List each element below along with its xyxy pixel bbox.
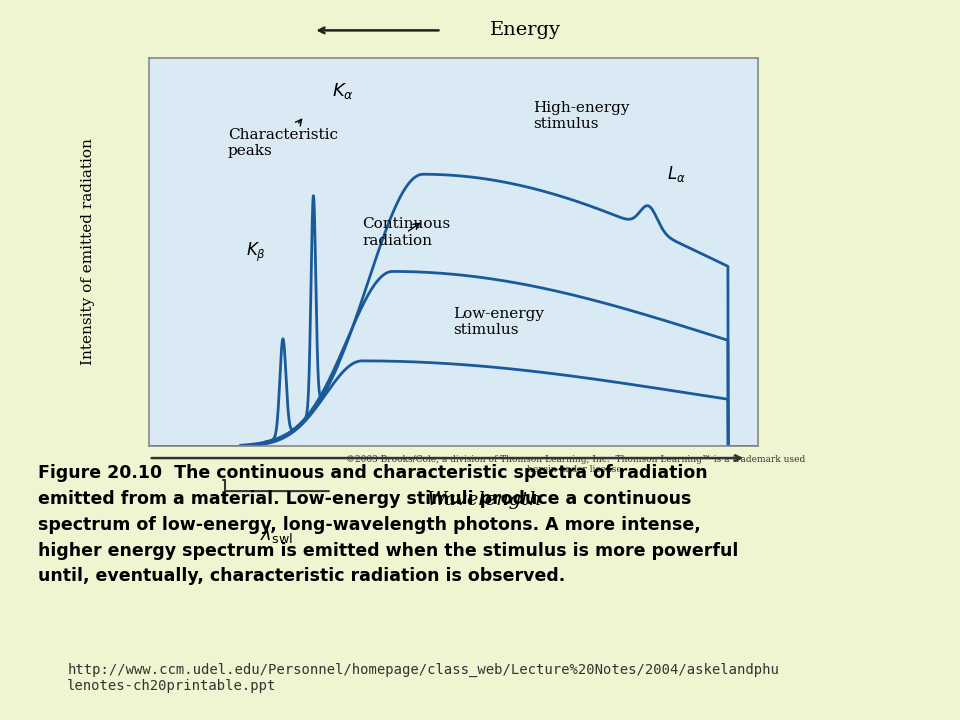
Text: High-energy
stimulus: High-energy stimulus xyxy=(533,101,630,131)
Text: http://www.ccm.udel.edu/Personnel/homepage/class_web/Lecture%20Notes/2004/askela: http://www.ccm.udel.edu/Personnel/homepa… xyxy=(67,662,780,693)
Text: Intensity of emitted radiation: Intensity of emitted radiation xyxy=(81,138,95,366)
Text: Low-energy
stimulus: Low-energy stimulus xyxy=(454,307,544,337)
Text: Figure 20.10  The continuous and characteristic spectra of radiation
emitted fro: Figure 20.10 The continuous and characte… xyxy=(38,464,739,585)
Text: $\lambda_{\rm swl}$: $\lambda_{\rm swl}$ xyxy=(260,524,293,545)
Text: Continuous
radiation: Continuous radiation xyxy=(362,217,450,248)
Text: Wavelength: Wavelength xyxy=(426,491,541,509)
Text: Characteristic
peaks: Characteristic peaks xyxy=(228,120,338,158)
Text: Energy: Energy xyxy=(491,22,562,40)
Text: ©2003 Brooks/Cole, a division of Thomson Learning, Inc.  Thomson Learning™ is a : ©2003 Brooks/Cole, a division of Thomson… xyxy=(347,455,805,474)
Text: $K_\beta$: $K_\beta$ xyxy=(247,240,266,264)
Text: $L_\alpha$: $L_\alpha$ xyxy=(667,164,685,184)
Text: $K_\alpha$: $K_\alpha$ xyxy=(332,81,353,101)
